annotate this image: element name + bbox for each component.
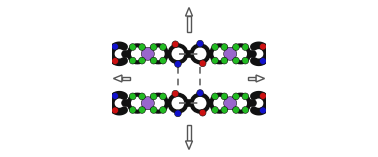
Circle shape — [160, 44, 166, 50]
Circle shape — [139, 44, 146, 50]
Circle shape — [150, 57, 157, 64]
Circle shape — [175, 110, 181, 117]
Circle shape — [172, 90, 179, 97]
Circle shape — [197, 40, 203, 47]
Circle shape — [129, 107, 136, 113]
Bar — [187, 125, 191, 141]
Circle shape — [221, 107, 228, 113]
Circle shape — [169, 95, 186, 112]
Circle shape — [260, 107, 266, 114]
Circle shape — [199, 109, 206, 116]
Polygon shape — [113, 75, 122, 82]
Circle shape — [175, 61, 181, 67]
Circle shape — [139, 93, 146, 100]
Circle shape — [232, 44, 239, 50]
Circle shape — [160, 57, 166, 64]
Circle shape — [212, 57, 218, 64]
Circle shape — [232, 45, 249, 62]
Circle shape — [112, 93, 118, 99]
Circle shape — [260, 43, 266, 50]
Circle shape — [221, 93, 228, 100]
Circle shape — [150, 44, 157, 50]
Circle shape — [212, 44, 218, 50]
Circle shape — [192, 45, 209, 62]
Circle shape — [232, 95, 249, 112]
Circle shape — [199, 60, 206, 67]
Circle shape — [242, 57, 249, 64]
Circle shape — [212, 107, 218, 113]
Circle shape — [232, 93, 239, 100]
Circle shape — [242, 107, 249, 113]
Circle shape — [112, 58, 118, 64]
Circle shape — [242, 44, 249, 50]
Circle shape — [150, 93, 157, 100]
Circle shape — [160, 93, 166, 100]
Circle shape — [112, 43, 118, 50]
Circle shape — [129, 45, 146, 62]
Circle shape — [141, 97, 154, 110]
Circle shape — [232, 57, 239, 64]
Circle shape — [141, 47, 154, 60]
Circle shape — [139, 57, 146, 64]
Circle shape — [260, 93, 266, 99]
Circle shape — [212, 93, 218, 100]
Polygon shape — [256, 75, 265, 82]
Polygon shape — [186, 8, 192, 16]
Circle shape — [221, 44, 228, 50]
Circle shape — [224, 47, 237, 60]
Circle shape — [169, 45, 186, 62]
Bar — [122, 77, 130, 80]
Circle shape — [192, 95, 209, 112]
Circle shape — [139, 107, 146, 113]
Bar — [187, 16, 191, 32]
Circle shape — [172, 41, 179, 48]
Circle shape — [260, 58, 266, 64]
Circle shape — [150, 107, 157, 113]
Circle shape — [150, 95, 167, 112]
Bar — [248, 77, 256, 80]
Circle shape — [129, 95, 146, 112]
Circle shape — [150, 45, 167, 62]
Circle shape — [129, 57, 136, 64]
Circle shape — [129, 44, 136, 50]
Circle shape — [224, 97, 237, 110]
Circle shape — [232, 107, 239, 113]
Circle shape — [129, 93, 136, 100]
Circle shape — [197, 90, 203, 96]
Circle shape — [242, 93, 249, 100]
Circle shape — [211, 45, 228, 62]
Polygon shape — [186, 141, 192, 149]
Circle shape — [221, 57, 228, 64]
Circle shape — [160, 107, 166, 113]
Circle shape — [211, 95, 228, 112]
Circle shape — [112, 107, 118, 114]
